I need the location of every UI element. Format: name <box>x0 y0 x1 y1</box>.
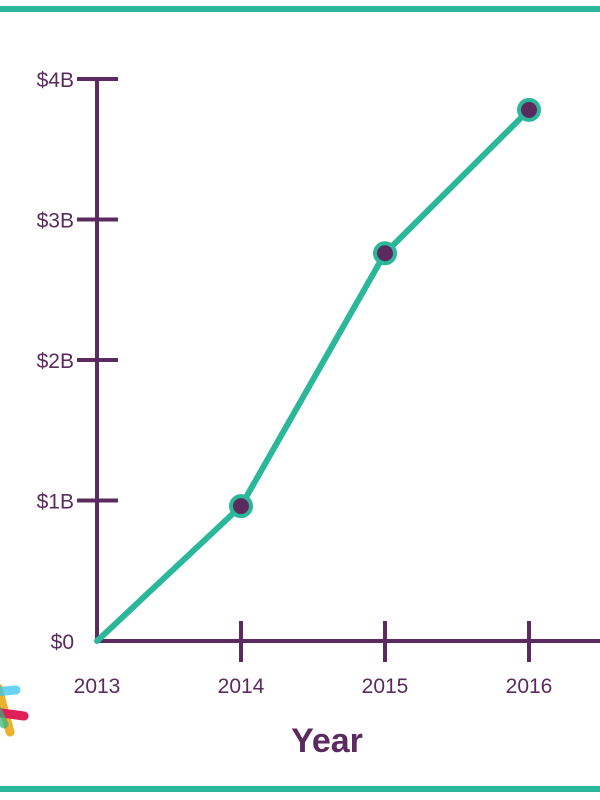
y-tick-label: $4B <box>37 69 74 92</box>
axes <box>77 77 600 662</box>
x-tick-label: 2013 <box>74 675 121 698</box>
series-group <box>94 97 541 644</box>
y-tick-label: $2B <box>37 350 74 373</box>
frame-top-border <box>0 6 600 12</box>
y-tick-label: $3B <box>37 210 74 233</box>
data-point <box>517 97 541 122</box>
tick-labels: $0 $1B $2B $3B $4B 2013 2014 2015 2016 <box>37 69 553 698</box>
x-axis-title: Year <box>291 722 363 760</box>
x-tick-label: 2014 <box>218 675 265 698</box>
slack-hash-logo-icon <box>0 683 29 737</box>
x-tick-label: 2015 <box>362 675 409 698</box>
frame-bottom-border <box>0 786 600 792</box>
x-tick-label: 2016 <box>506 675 553 698</box>
data-point <box>229 494 253 519</box>
y-tick-label: $0 <box>51 631 74 654</box>
data-point <box>373 241 397 266</box>
y-tick-label: $1B <box>37 491 74 514</box>
series-line <box>94 106 532 644</box>
